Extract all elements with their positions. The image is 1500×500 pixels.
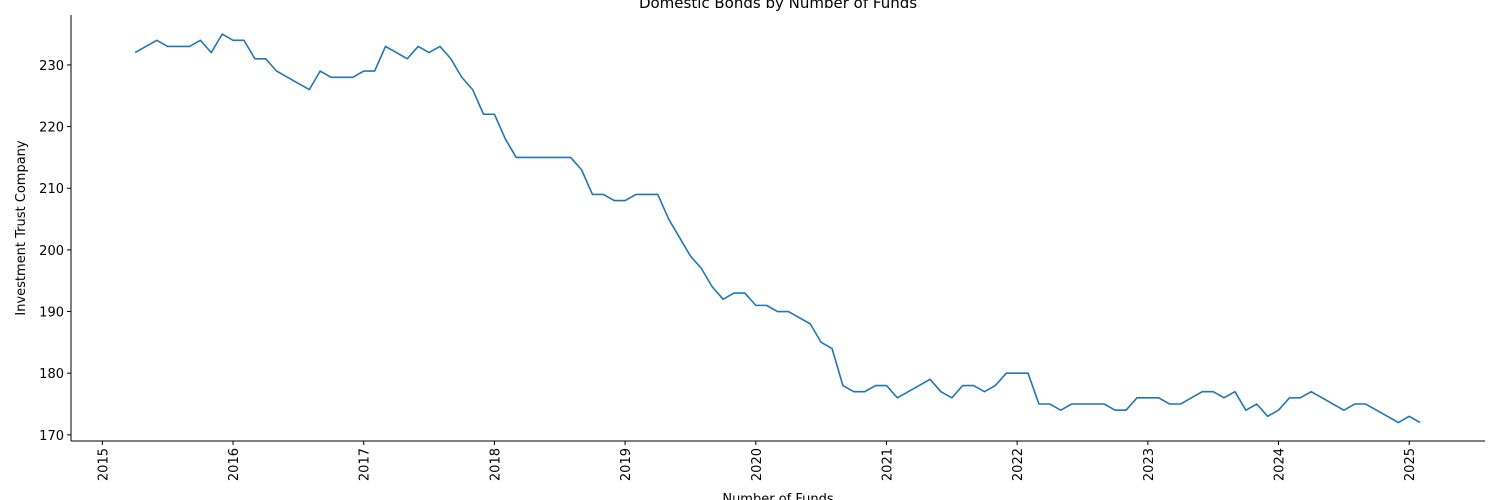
y-tick-label: 230 — [39, 59, 64, 74]
x-axis-label: Number of Funds — [722, 492, 834, 500]
data-line — [134, 33, 1421, 424]
x-tick-label: 2023 — [1142, 448, 1157, 481]
x-tick-label: 2017 — [358, 448, 373, 481]
y-axis-label: Investment Trust Company — [14, 140, 29, 316]
y-tick-label: 190 — [39, 306, 64, 321]
x-tick-label: 2024 — [1273, 448, 1288, 481]
y-tick-label: 220 — [39, 121, 64, 136]
x-tick-label: 2022 — [1011, 448, 1026, 481]
y-tick-label: 180 — [39, 367, 64, 382]
x-tick-label: 2025 — [1403, 448, 1418, 481]
x-tick-label: 2021 — [880, 448, 895, 481]
x-tick-label: 2019 — [619, 448, 634, 481]
chart-title: Domestic Bonds by Number of Funds — [639, 0, 917, 12]
x-tick-label: 2016 — [227, 448, 242, 481]
y-tick-label: 200 — [39, 244, 64, 259]
x-tick-label: 2020 — [750, 448, 765, 481]
y-tick-label: 170 — [39, 429, 64, 444]
y-tick-label: 210 — [39, 182, 64, 197]
x-tick-label: 2015 — [96, 448, 111, 481]
x-tick-label: 2018 — [488, 448, 503, 481]
